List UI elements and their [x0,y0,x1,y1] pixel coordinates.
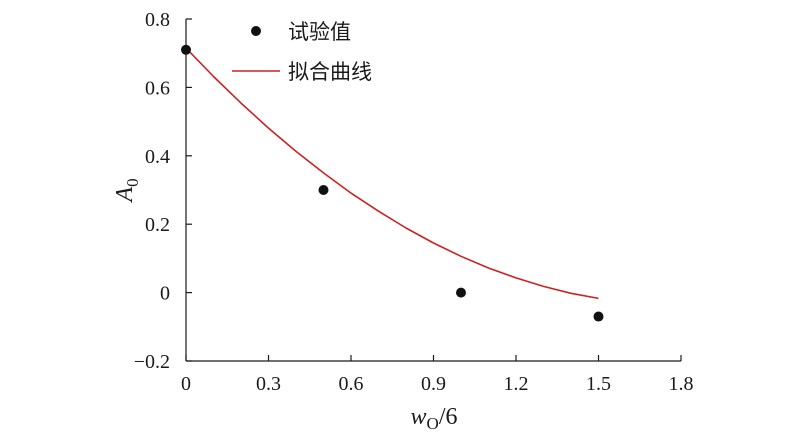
y-tick-label: 0 [160,283,170,305]
series-layer [181,44,604,322]
x-tick-label: 0 [181,373,191,395]
y-axis-ticks: −0.2 0 0.2 0.4 0.6 0.8 [134,9,192,373]
x-tick-label: 0.6 [339,373,364,395]
x-axis-title: wO/6 [411,404,458,433]
x-tick-label: 0.3 [256,373,281,395]
legend: 试验值 拟合曲线 [232,20,372,84]
data-point [181,44,191,55]
x-tick-label: 1.8 [669,373,694,395]
y-tick-label: −0.2 [134,351,170,373]
legend-marker-points [251,26,261,36]
x-tick-label: 1.2 [504,373,529,395]
legend-label-points: 试验值 [288,20,351,44]
x-axis-ticks: 0 0.3 0.6 0.9 1.2 1.5 1.8 [181,355,694,395]
y-axis-title: A0 [112,178,142,203]
data-point [593,311,604,322]
y-tick-label: 0.4 [145,146,170,168]
y-tick-label: 0.2 [145,214,170,236]
data-point [318,185,329,195]
data-point [456,287,466,298]
legend-label-line: 拟合曲线 [288,60,372,84]
y-tick-label: 0.8 [145,9,170,31]
y-tick-label: 0.6 [145,77,170,99]
x-tick-label: 0.9 [421,373,446,395]
x-tick-label: 1.5 [586,373,611,395]
fit-curve-line [185,47,599,300]
